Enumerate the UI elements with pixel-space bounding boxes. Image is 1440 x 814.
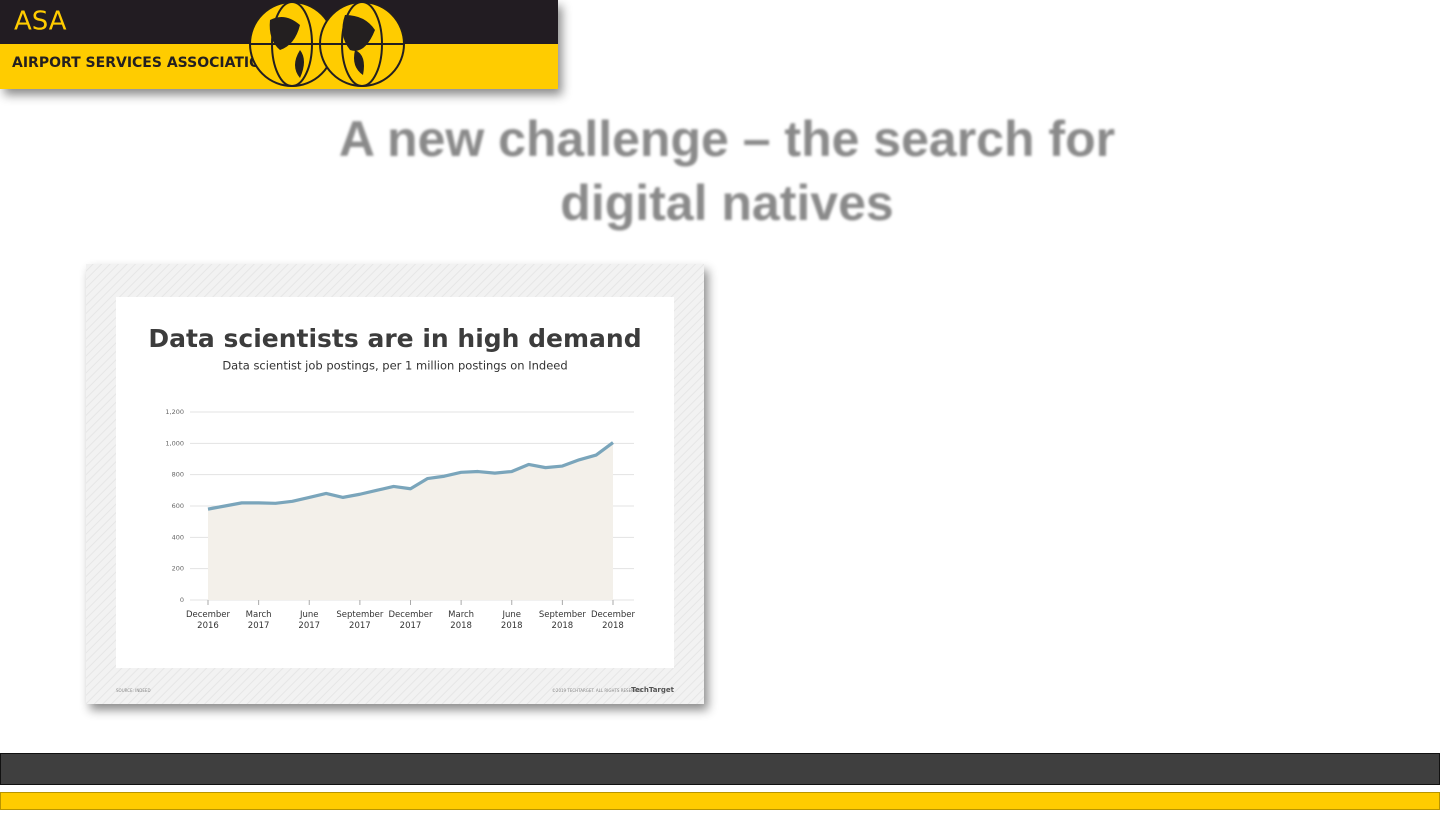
globes (249, 1, 405, 87)
x-tick-label: March 2018 (448, 610, 474, 631)
x-tick-label: September 2017 (336, 610, 383, 631)
x-tick-label: September 2018 (539, 610, 586, 631)
y-tick-label: 0 (180, 596, 184, 604)
brand: TechTarget (631, 686, 675, 694)
title-group: A new challenge – the search for digital… (339, 111, 1115, 231)
footer-bar (0, 753, 1440, 785)
footer-stripe (0, 792, 1440, 810)
x-tick-label: June 2017 (298, 610, 320, 631)
x-tick-label: December 2016 (186, 610, 231, 631)
line (207, 441, 614, 511)
x-tick-label: March 2017 (246, 610, 272, 631)
y-tick-label: 200 (172, 565, 184, 573)
x-tick-label: June 2018 (501, 610, 523, 631)
y-tick-label: 1,200 (165, 408, 184, 416)
area (208, 442, 613, 600)
copyright: ©2019 TECHTARGET. ALL RIGHTS RESERVED (552, 688, 642, 693)
y-tick-label: 1,000 (165, 439, 184, 447)
x-tick-label: December 2018 (591, 610, 636, 631)
organization: AIRPORT SERVICES ASSOCIATION (12, 55, 273, 71)
logo-text: ASA (14, 7, 67, 37)
slide-title: A new challenge – the search for (339, 111, 1115, 167)
y-tick-label: 600 (172, 502, 184, 510)
chart-subtitle: Data scientist job postings, per 1 milli… (222, 359, 567, 373)
source: SOURCE: INDEED (116, 688, 151, 693)
plot: 0 200 400 600 800 1,000 1,200 December 2016 March… (165, 408, 635, 631)
x-tick-label: December 2017 (388, 610, 433, 631)
chart-title: Data scientists are in high demand (148, 324, 641, 353)
y-tick-label: 800 (172, 471, 184, 479)
y-tick-label: 400 (172, 533, 184, 541)
slide-title: digital natives (560, 175, 893, 231)
